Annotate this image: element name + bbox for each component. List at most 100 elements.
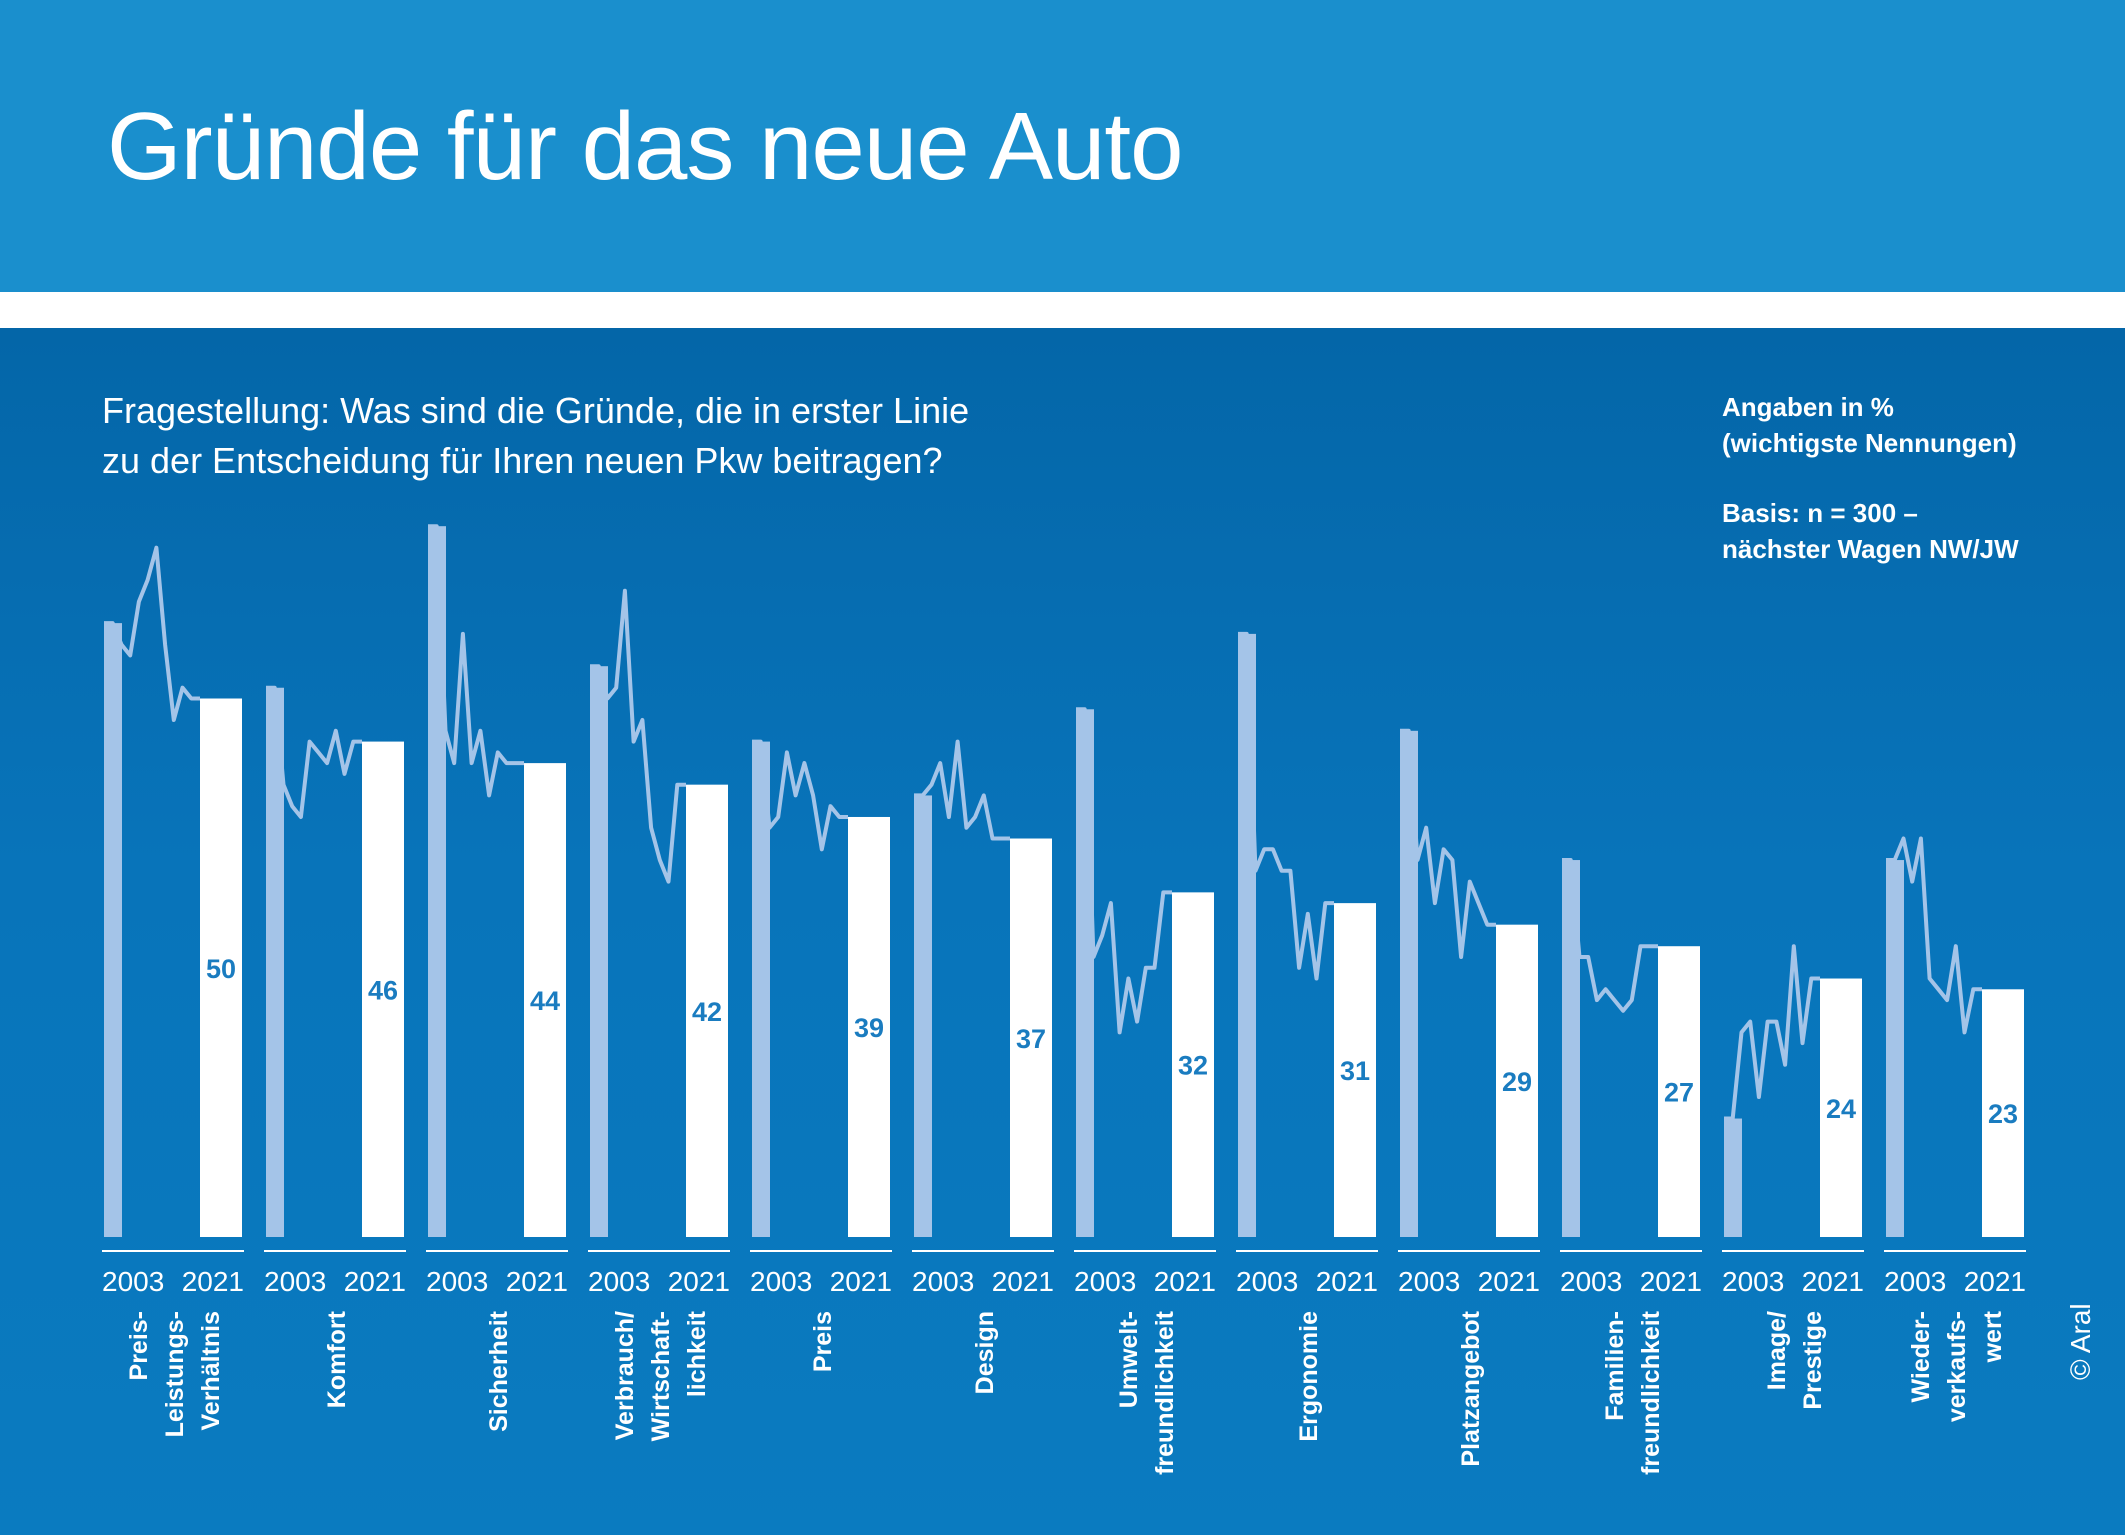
year-label-start: 2003 [912, 1266, 974, 1297]
bar-2003 [1076, 709, 1094, 1237]
bar-2003 [914, 795, 932, 1237]
category-label: Preis- Leistungs- Verhältnis [125, 1311, 225, 1437]
category-label-line: Verhältnis [197, 1311, 225, 1431]
category-label: Komfort [323, 1310, 351, 1408]
year-label-end: 2021 [506, 1266, 568, 1297]
bar-2003 [104, 623, 122, 1237]
year-label-end: 2021 [1316, 1266, 1378, 1297]
trend-line [1238, 631, 1334, 981]
year-label-end: 2021 [1640, 1266, 1702, 1297]
bar-2003 [428, 526, 446, 1237]
year-label-start: 2003 [1722, 1266, 1784, 1297]
unit-note-line-1: Angaben in % [1722, 392, 1894, 422]
category-label-line: Platzangebot [1457, 1310, 1485, 1466]
bar-2021 [1658, 946, 1700, 1237]
trend-line [1076, 707, 1172, 1035]
category-label-line: Preis [809, 1311, 837, 1372]
year-label-end: 2021 [1802, 1266, 1864, 1297]
trend-line [428, 524, 524, 798]
trend-line [266, 685, 362, 819]
category-label: Platzangebot [1457, 1310, 1485, 1466]
category-label-line: Umwelt- [1115, 1311, 1143, 1408]
category-label-line: Ergonomie [1295, 1311, 1323, 1442]
bar-value-label: 23 [1988, 1099, 2018, 1129]
category-label: Wieder-verkaufs-wert [1907, 1310, 2007, 1422]
basis-note-line-2: nächster Wagen NW/JW [1722, 534, 2019, 564]
trend-line [104, 545, 200, 722]
category-label: Umwelt-freundlichkeit [1115, 1310, 1179, 1475]
bar-2021 [1010, 838, 1052, 1237]
year-label-start: 2003 [264, 1266, 326, 1297]
bar-value-label: 32 [1178, 1051, 1208, 1081]
bar-value-label: 37 [1016, 1024, 1046, 1054]
trend-line [1400, 728, 1496, 959]
bar-value-label: 46 [368, 975, 398, 1005]
bar-2003 [1400, 730, 1418, 1237]
category-label-line: freundlichkeit [1637, 1310, 1665, 1475]
year-label-end: 2021 [1154, 1266, 1216, 1297]
category-label-line: Image/ [1763, 1311, 1791, 1390]
year-label-end: 2021 [992, 1266, 1054, 1297]
year-label-start: 2003 [1560, 1266, 1622, 1297]
unit-note-line-2: (wichtigste Nennungen) [1722, 428, 2017, 458]
category-label-line: Wirtschaft- [647, 1311, 675, 1441]
category-label-line: Design [971, 1311, 999, 1394]
bar-2021 [524, 763, 566, 1237]
year-label-end: 2021 [830, 1266, 892, 1297]
category-label-line: Leistungs- [161, 1311, 189, 1437]
category-label-line: Verbrauch/ [611, 1311, 639, 1440]
trend-line [1724, 944, 1820, 1121]
chart-panel [0, 328, 2125, 1535]
category-label-line: Sicherheit [485, 1310, 513, 1432]
category-label-line: Komfort [323, 1310, 351, 1408]
bar-value-label: 31 [1340, 1056, 1370, 1086]
bar-2003 [1886, 860, 1904, 1237]
bar-2021 [1820, 978, 1862, 1237]
year-label-end: 2021 [182, 1266, 244, 1297]
category-label: Preis [809, 1311, 837, 1372]
year-label-end: 2021 [1478, 1266, 1540, 1297]
bar-value-label: 44 [530, 986, 560, 1016]
trend-line [752, 739, 848, 852]
bar-2003 [752, 741, 770, 1237]
year-label-start: 2003 [426, 1266, 488, 1297]
category-label: Verbrauch/Wirtschaft-lichkeit [611, 1310, 711, 1441]
header-banner: Gründe für das neue Auto [0, 0, 2125, 292]
year-label-end: 2021 [668, 1266, 730, 1297]
bar-2021 [1334, 903, 1376, 1237]
bar-2021 [1496, 924, 1538, 1237]
category-label-line: lichkeit [683, 1310, 711, 1397]
bar-value-label: 50 [206, 954, 236, 984]
bar-2021 [362, 741, 404, 1237]
trend-line [914, 739, 1010, 841]
bar-value-label: 27 [1664, 1078, 1694, 1108]
trend-line [590, 588, 686, 884]
category-label-line: Prestige [1799, 1311, 1827, 1410]
bar-2003 [1562, 860, 1580, 1237]
bar-2021 [200, 698, 242, 1237]
year-label-start: 2003 [1884, 1266, 1946, 1297]
question-line-1: Fragestellung: Was sind die Gründe, die … [102, 390, 970, 431]
copyright-label: © Aral [2065, 1303, 2096, 1380]
category-label: Image/Prestige [1763, 1311, 1827, 1410]
bar-2021 [848, 816, 890, 1237]
category-label-line: Preis- [125, 1311, 153, 1380]
category-label-line: Familien- [1601, 1311, 1629, 1421]
bar-2021 [686, 784, 728, 1237]
bar-value-label: 29 [1502, 1067, 1532, 1097]
year-label-start: 2003 [588, 1266, 650, 1297]
bar-2003 [266, 687, 284, 1237]
question-line-2: zu der Entscheidung für Ihren neuen Pkw … [102, 440, 943, 481]
category-label: Ergonomie [1295, 1311, 1323, 1442]
page-title: Gründe für das neue Auto [107, 93, 1183, 200]
bar-2021 [1982, 989, 2024, 1237]
year-label-start: 2003 [750, 1266, 812, 1297]
bar-2003 [590, 666, 608, 1237]
bar-2003 [1724, 1118, 1742, 1237]
category-label-line: freundlichkeit [1151, 1310, 1179, 1475]
category-label: Sicherheit [485, 1310, 513, 1432]
bar-value-label: 39 [854, 1013, 884, 1043]
category-label-line: Wieder- [1907, 1311, 1935, 1402]
category-label-line: verkaufs- [1943, 1311, 1971, 1422]
